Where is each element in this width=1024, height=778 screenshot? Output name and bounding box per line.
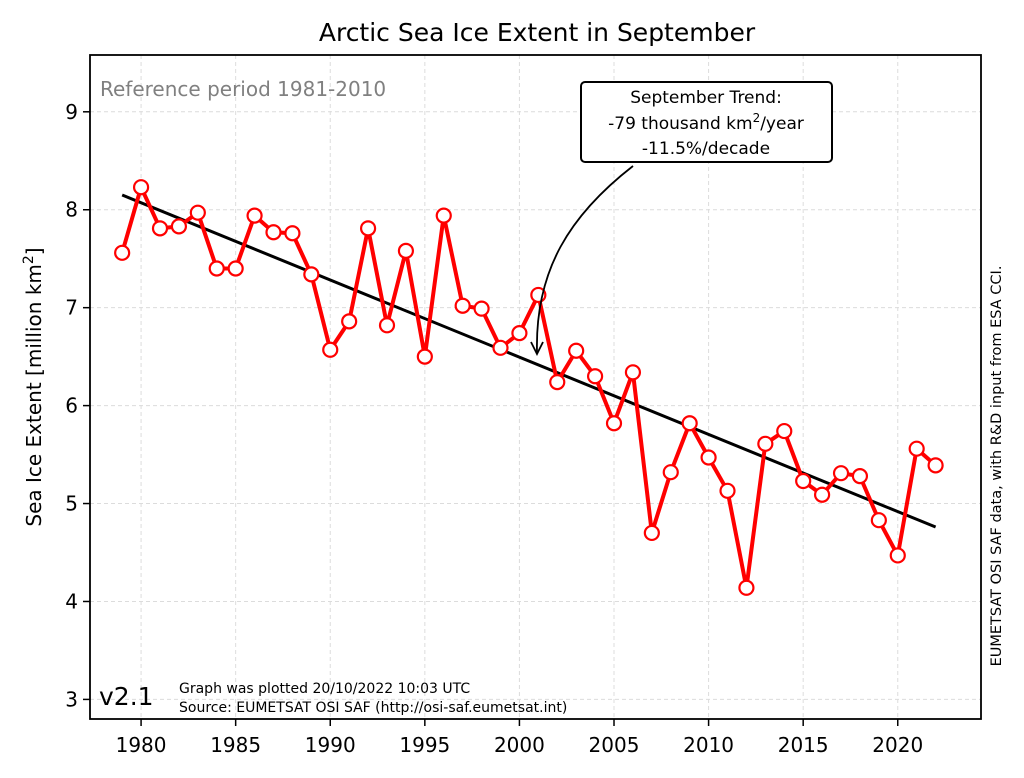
trend-annotation-box xyxy=(580,81,833,163)
trend-box-line1: September Trend: xyxy=(630,88,782,108)
data-point-2011 xyxy=(719,482,736,499)
data-point-2020 xyxy=(889,547,906,564)
axis-ticks: 1980 1985 1990 1995 2000 2005 2010 2015 2020 3 4 5 6… xyxy=(65,100,923,757)
y-tick-label: 6 xyxy=(65,394,78,418)
y-axis-label-main: Sea Ice Extent [million km xyxy=(22,264,46,527)
data-point-1997 xyxy=(454,297,471,314)
data-point-1994 xyxy=(397,242,415,259)
trend-box-line3: -11.5%/decade xyxy=(642,139,770,159)
data-point-1998 xyxy=(473,300,490,317)
data-point-2017 xyxy=(832,465,850,482)
data-point-1999 xyxy=(492,339,509,356)
x-tick-label: 1990 xyxy=(305,733,356,757)
version-label: v2.1 xyxy=(99,682,154,711)
trend-box-line2-post: /year xyxy=(760,114,804,134)
data-point-2006 xyxy=(624,364,642,381)
data-point-2022 xyxy=(927,457,944,474)
data-point-1988 xyxy=(284,225,301,242)
data-point-1990 xyxy=(322,341,339,358)
data-point-2012 xyxy=(738,579,755,596)
data-point-2009 xyxy=(681,415,698,432)
y-tick-label: 9 xyxy=(65,100,78,124)
x-tick-label: 1985 xyxy=(210,733,261,757)
data-point-2002 xyxy=(549,374,566,391)
x-tick-label: 2015 xyxy=(778,733,829,757)
y-tick-label: 8 xyxy=(65,198,78,222)
y-axis-label-sup: 2 xyxy=(21,255,37,264)
data-point-2000 xyxy=(511,325,528,342)
data-point-1986 xyxy=(246,207,263,224)
x-tick-label: 2005 xyxy=(589,733,640,757)
data-point-2014 xyxy=(776,422,793,440)
data-point-1981 xyxy=(151,220,169,237)
data-point-1995 xyxy=(416,348,433,365)
x-tick-label: 2000 xyxy=(494,733,545,757)
plotted-timestamp: Graph was plotted 20/10/2022 10:03 UTC xyxy=(179,681,470,697)
data-point-2018 xyxy=(851,468,869,485)
data-point-2013 xyxy=(757,435,774,452)
reference-period-label: Reference period 1981-2010 xyxy=(100,77,386,101)
grid xyxy=(90,55,981,719)
data-point-1984 xyxy=(208,260,225,277)
data-point-2005 xyxy=(605,415,623,432)
extent-series-line xyxy=(120,185,937,590)
plot-frame xyxy=(89,54,982,720)
trend-box-line2-sup: 2 xyxy=(753,111,761,125)
y-tick-label: 5 xyxy=(65,492,78,516)
y-axis-label-end: ] xyxy=(22,247,46,255)
data-point-1996 xyxy=(435,207,452,224)
source-label: Source: EUMETSAT OSI SAF (http://osi-saf… xyxy=(179,700,567,716)
data-point-1985 xyxy=(227,260,244,277)
trend-box-line2: -79 thousand km2/year xyxy=(608,111,804,134)
data-point-2010 xyxy=(700,449,717,466)
data-point-2008 xyxy=(662,464,679,481)
data-point-1989 xyxy=(303,266,320,283)
data-point-2021 xyxy=(908,440,925,457)
trend-box-line2-pre: -79 thousand km xyxy=(608,114,752,134)
y-tick-label: 3 xyxy=(65,687,78,711)
y-tick-label: 4 xyxy=(65,589,78,613)
right-credit-label: EUMETSAT OSI SAF data, with R&D input fr… xyxy=(989,266,1005,667)
trend-arrow-head xyxy=(530,341,544,357)
data-point-1991 xyxy=(341,313,358,330)
data-point-2004 xyxy=(586,368,604,385)
data-point-1983 xyxy=(189,204,206,221)
x-tick-label: 2020 xyxy=(872,733,923,757)
y-axis-label: Sea Ice Extent [million km2] xyxy=(21,247,46,526)
data-point-1980 xyxy=(132,179,150,196)
x-tick-label: 1995 xyxy=(399,733,450,757)
data-point-1993 xyxy=(378,317,396,334)
data-point-1987 xyxy=(265,224,282,241)
data-point-2015 xyxy=(795,472,812,490)
data-point-1992 xyxy=(359,220,377,237)
data-point-1979 xyxy=(114,244,131,261)
x-tick-label: 2010 xyxy=(683,733,734,757)
data-point-2003 xyxy=(568,342,585,359)
data-point-2007 xyxy=(643,524,660,542)
chart-title: Arctic Sea Ice Extent in September xyxy=(319,18,756,47)
x-tick-label: 1980 xyxy=(116,733,167,757)
data-point-2019 xyxy=(870,512,887,529)
extent-markers xyxy=(114,179,944,596)
y-tick-label: 7 xyxy=(65,296,78,320)
data-point-2016 xyxy=(813,486,831,503)
trend-arrow xyxy=(536,165,634,353)
data-point-1982 xyxy=(170,218,188,235)
